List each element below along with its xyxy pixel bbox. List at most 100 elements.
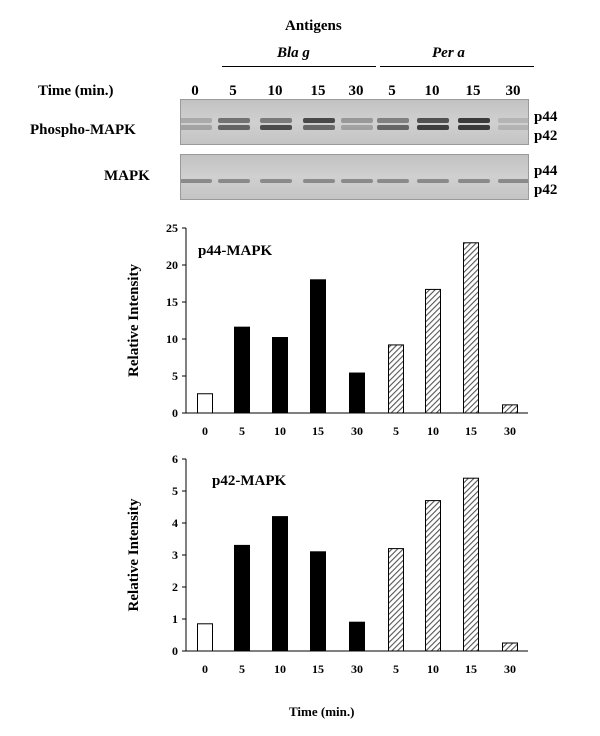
bar bbox=[272, 337, 288, 414]
bar bbox=[197, 623, 213, 652]
bar bbox=[349, 621, 365, 652]
mapk-band bbox=[341, 179, 373, 183]
p44-mapk-chart: 0 5 10 15 20 25 Relative Intensity p44-MAPK 0 5 10… bbox=[126, 221, 528, 438]
chart-title: p42-MAPK bbox=[212, 473, 286, 489]
y-tick-label: 5 bbox=[172, 484, 178, 498]
blot-band-p44-phospho: p44 bbox=[534, 109, 558, 125]
blot-label-mapk: MAPK bbox=[104, 168, 150, 184]
x-tick-label: 5 bbox=[239, 662, 245, 676]
phospho-band-p44 bbox=[303, 118, 335, 123]
phospho-band-p44 bbox=[341, 118, 373, 123]
bar bbox=[388, 548, 404, 652]
y-tick-label: 6 bbox=[172, 452, 178, 466]
bar bbox=[463, 242, 479, 414]
y-tick-label: 0 bbox=[172, 644, 178, 658]
group-label-per-a: Per a bbox=[432, 45, 465, 61]
y-axis-label: Relative Intensity bbox=[126, 264, 142, 377]
y-tick-label: 3 bbox=[172, 548, 178, 562]
lane-time-label: 10 bbox=[267, 83, 283, 99]
antigens-label: Antigens bbox=[285, 18, 342, 34]
phospho-band-p42 bbox=[417, 125, 449, 130]
x-tick-label: 10 bbox=[427, 662, 439, 676]
x-tick-label: 5 bbox=[393, 662, 399, 676]
p42-mapk-chart: 0 1 2 3 4 5 6 Relative Intensity p42-MAPK 0 5 10 15 3… bbox=[126, 452, 528, 676]
lane-time-label: 5 bbox=[229, 83, 237, 99]
x-tick-label: 5 bbox=[393, 424, 399, 438]
phospho-band-p44 bbox=[498, 118, 528, 123]
mapk-band bbox=[377, 179, 409, 183]
mapk-band bbox=[458, 179, 490, 183]
x-tick-label: 5 bbox=[239, 424, 245, 438]
per-a-bracket-line bbox=[380, 66, 534, 67]
bar bbox=[197, 393, 213, 414]
bar bbox=[234, 544, 250, 652]
phospho-band-p44 bbox=[458, 118, 490, 123]
blot-label-phospho-mapk: Phospho-MAPK bbox=[30, 122, 136, 138]
phospho-band-p42 bbox=[458, 125, 490, 130]
bar bbox=[234, 326, 250, 414]
x-tick-label: 10 bbox=[274, 424, 286, 438]
phospho-band-p42 bbox=[260, 125, 292, 130]
x-tick-label: 10 bbox=[427, 424, 439, 438]
time-label: Time (min.) bbox=[38, 83, 114, 99]
y-tick-label: 25 bbox=[166, 221, 178, 235]
x-tick-label: 30 bbox=[351, 424, 363, 438]
phospho-band-p44 bbox=[218, 118, 250, 123]
bar bbox=[310, 551, 326, 652]
phospho-band-p42 bbox=[218, 125, 250, 130]
x-tick-label: 15 bbox=[465, 424, 477, 438]
phospho-band-p44 bbox=[181, 118, 212, 123]
lane-time-label: 30 bbox=[505, 83, 521, 99]
chart-title: p44-MAPK bbox=[198, 243, 272, 259]
mapk-band bbox=[303, 179, 335, 183]
x-tick-label: 30 bbox=[351, 662, 363, 676]
bla-g-bracket-line bbox=[222, 66, 376, 67]
lane-time-label: 15 bbox=[310, 83, 326, 99]
phospho-band-p42 bbox=[377, 125, 409, 130]
mapk-band bbox=[181, 179, 212, 183]
bar bbox=[349, 372, 365, 414]
blot-band-p42-phospho: p42 bbox=[534, 128, 558, 144]
x-axis-title: Time (min.) bbox=[289, 704, 355, 719]
bar bbox=[425, 288, 441, 414]
x-tick-label: 15 bbox=[465, 662, 477, 676]
y-tick-label: 10 bbox=[166, 332, 178, 346]
lane-time-label: 5 bbox=[388, 83, 396, 99]
bar bbox=[388, 344, 404, 414]
phospho-band-p44 bbox=[260, 118, 292, 123]
bar bbox=[502, 642, 518, 652]
y-tick-label: 1 bbox=[172, 612, 178, 626]
phospho-band-p42 bbox=[341, 125, 373, 130]
mapk-band bbox=[218, 179, 250, 183]
mapk-band bbox=[417, 179, 449, 183]
phospho-band-p44 bbox=[417, 118, 449, 123]
phospho-band-p42 bbox=[498, 125, 528, 130]
mapk-blot-image bbox=[180, 154, 529, 200]
y-tick-label: 20 bbox=[166, 258, 178, 272]
phospho-mapk-blot-image bbox=[180, 99, 529, 145]
x-tick-label: 15 bbox=[312, 662, 324, 676]
mapk-band bbox=[498, 179, 528, 183]
blot-band-p42-mapk: p42 bbox=[534, 182, 558, 198]
lane-time-label: 15 bbox=[465, 83, 481, 99]
x-tick-label: 10 bbox=[274, 662, 286, 676]
group-label-bla-g: Bla g bbox=[277, 45, 310, 61]
y-tick-label: 5 bbox=[172, 369, 178, 383]
lane-time-label: 0 bbox=[191, 83, 199, 99]
y-tick-label: 2 bbox=[172, 580, 178, 594]
mapk-band bbox=[260, 179, 292, 183]
y-tick-label: 0 bbox=[172, 406, 178, 420]
y-axis-label: Relative Intensity bbox=[126, 498, 142, 611]
y-tick-label: 15 bbox=[166, 295, 178, 309]
x-tick-label: 0 bbox=[202, 424, 208, 438]
x-tick-label: 30 bbox=[504, 424, 516, 438]
bar bbox=[502, 404, 518, 414]
lane-time-label: 10 bbox=[424, 83, 440, 99]
phospho-band-p42 bbox=[303, 125, 335, 130]
lane-time-label: 30 bbox=[348, 83, 364, 99]
bar bbox=[272, 516, 288, 652]
bar bbox=[463, 477, 479, 652]
y-tick-label: 4 bbox=[172, 516, 178, 530]
x-tick-label: 0 bbox=[202, 662, 208, 676]
bar bbox=[310, 279, 326, 414]
